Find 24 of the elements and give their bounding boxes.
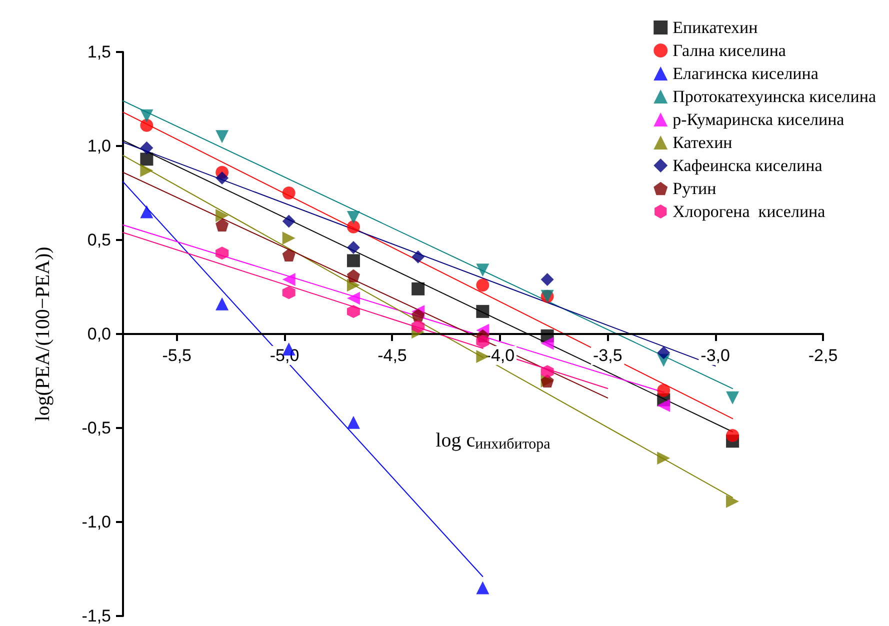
- legend-label: Гална киселина: [672, 41, 786, 60]
- legend-label: Кафеинска киселина: [672, 156, 823, 175]
- legend-label: Хлорогена киселина: [672, 202, 826, 221]
- x-tick-label: -2,5: [808, 346, 838, 365]
- x-tick-label: -5,5: [162, 346, 192, 365]
- legend-label: p-Кумаринска киселина: [672, 110, 845, 129]
- x-tick-label: -5,0: [270, 346, 300, 365]
- y-tick-label: 1,5: [87, 42, 111, 62]
- y-tick-label: -1,0: [82, 512, 111, 532]
- legend-label: Елагинска киселина: [672, 64, 819, 83]
- y-tick-label: -0,5: [82, 418, 111, 438]
- x-tick-label: -3,0: [700, 346, 730, 365]
- x-tick-label: -4,0: [485, 346, 515, 365]
- x-tick-label: -3,5: [592, 346, 622, 365]
- y-axis-title: log(PEA/(100−PEA)): [32, 246, 54, 422]
- x-tick-label: -4,5: [378, 346, 407, 365]
- y-tick-label: 0,5: [87, 230, 111, 250]
- legend-label: Рутин: [672, 179, 716, 198]
- legend-label: Катехин: [672, 133, 732, 152]
- legend-label: Епикатехин: [672, 18, 758, 37]
- y-tick-label: 1,0: [87, 136, 111, 156]
- legend-label: Протокатехуинска киселина: [672, 87, 876, 106]
- y-tick-label: -1,5: [82, 606, 111, 626]
- y-tick-label: 0,0: [87, 324, 111, 344]
